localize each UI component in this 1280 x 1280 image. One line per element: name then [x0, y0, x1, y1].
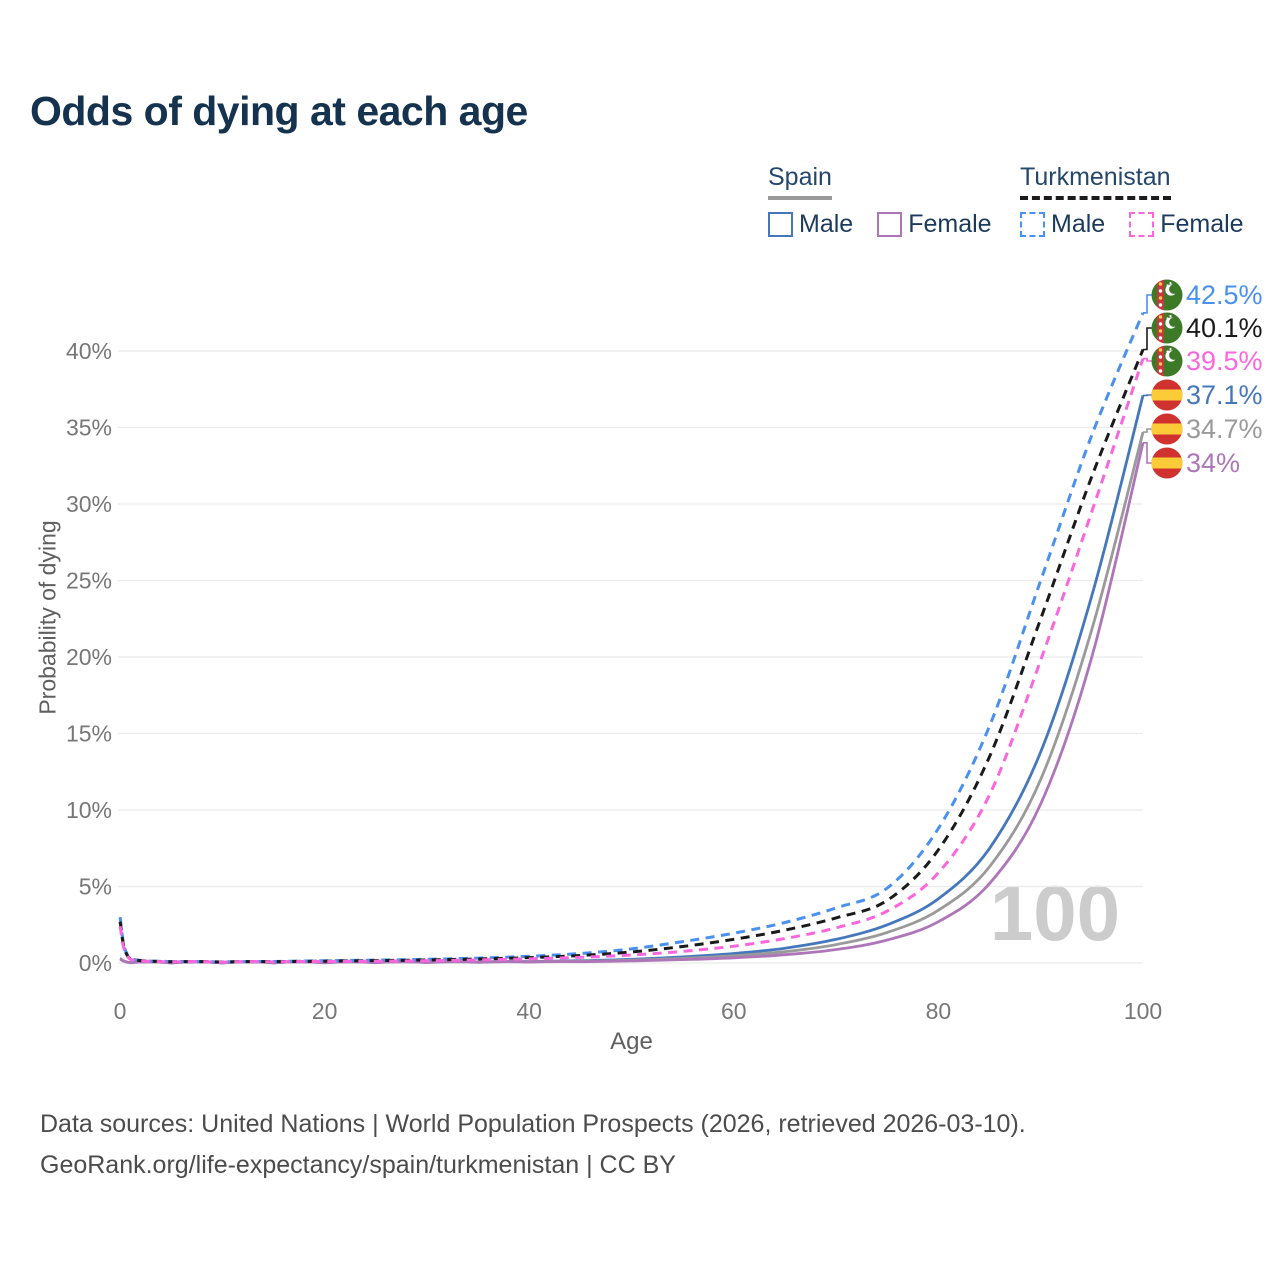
y-tick-label: 15% [66, 721, 112, 747]
series-line-turkmenistan-female[interactable] [118, 358, 1145, 964]
legend-group-spain: Spain Male Female [768, 163, 992, 239]
end-value-label-spain-male: 37.1% [1186, 380, 1263, 410]
series-line-spain-male[interactable] [119, 395, 1145, 965]
x-tick-label: 100 [1124, 998, 1162, 1024]
y-tick-label: 0% [79, 950, 112, 976]
end-value-label-spain-female: 34% [1186, 448, 1240, 478]
y-tick-label: 25% [66, 568, 112, 594]
footer: Data sources: United Nations | World Pop… [40, 1104, 1026, 1186]
x-tick-label: 20 [312, 998, 338, 1024]
y-tick-label: 40% [66, 338, 112, 364]
y-tick-label: 10% [66, 797, 112, 823]
legend-label-spain-female: Female [908, 210, 992, 238]
y-axis-title: Probability of dying [34, 520, 61, 715]
x-tick-label: 60 [721, 998, 747, 1024]
end-value-label-turkmenistan-male: 42.5% [1186, 280, 1263, 310]
x-tick-label: 40 [516, 998, 542, 1024]
legend-group-turkmenistan: Turkmenistan Male Female [1020, 163, 1244, 239]
spain-flag-icon [1151, 413, 1183, 445]
legend-row-spain: Male Female [768, 210, 992, 239]
turkmenistan-flag-icon [1151, 279, 1183, 311]
y-tick-label: 30% [66, 491, 112, 517]
legend-label-turkmenistan-male: Male [1051, 210, 1106, 238]
x-axis-title: Age [610, 1028, 653, 1055]
legend-country-spain: Spain [768, 163, 832, 200]
spain-flag-icon [1151, 447, 1183, 479]
legend-label-turkmenistan-female: Female [1160, 210, 1244, 238]
legend-country-turkmenistan: Turkmenistan [1020, 163, 1171, 200]
chart-canvas[interactable]: 0% 5% 10% 15% 20% 25% 30% 35% 40% 0 20 40 60 80 100 42.… [0, 0, 1280, 1080]
end-value-label-spain-all: 34.7% [1186, 414, 1263, 444]
x-tick-label: 0 [114, 998, 127, 1024]
series-line-turkmenistan-all[interactable] [118, 348, 1145, 964]
legend-row-turkmenistan: Male Female [1020, 210, 1244, 239]
legend-swatch-spain-female [877, 212, 903, 237]
series-line-spain-female[interactable] [119, 442, 1145, 965]
y-tick-label: 35% [66, 415, 112, 441]
y-tick-label: 5% [79, 874, 112, 900]
y-tick-label: 20% [66, 644, 112, 670]
end-value-label-turkmenistan-all: 40.1% [1186, 313, 1263, 343]
series-line-turkmenistan-male[interactable] [118, 312, 1145, 964]
legend-swatch-turkmenistan-female [1129, 212, 1155, 237]
footer-attribution: GeoRank.org/life-expectancy/spain/turkme… [40, 1151, 676, 1179]
spain-flag-icon [1151, 379, 1183, 411]
legend-swatch-turkmenistan-male [1020, 212, 1045, 237]
footer-data-sources: Data sources: United Nations | World Pop… [40, 1110, 1026, 1138]
page-title: Odds of dying at each age [30, 88, 528, 134]
end-value-label-turkmenistan-female: 39.5% [1186, 346, 1263, 376]
turkmenistan-flag-icon [1151, 312, 1183, 344]
legend-swatch-spain-male [768, 212, 793, 237]
legend-label-spain-male: Male [799, 210, 854, 238]
hover-age-watermark: 100 [989, 869, 1120, 957]
x-tick-label: 80 [926, 998, 952, 1024]
turkmenistan-flag-icon [1151, 345, 1183, 377]
